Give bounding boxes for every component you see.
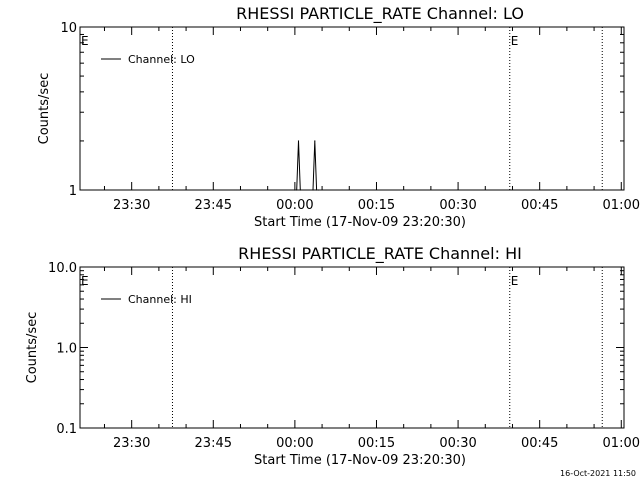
x-tick-label: 00:45 [521,198,558,213]
x-axis-label: Start Time (17-Nov-09 23:20:30) [254,215,466,230]
x-tick-label: 01:00 [603,198,640,213]
x-tick-label: 00:00 [276,436,313,451]
x-tick-label: 23:30 [113,198,150,213]
event-marker-label: E [511,274,519,288]
data-point [299,189,301,191]
data-point [317,189,320,191]
plot-frame [79,26,625,191]
series-line [294,140,319,191]
x-tick-label: 00:30 [439,436,476,451]
legend-entry: Channel: LO [128,53,195,66]
plot-frame [79,266,625,429]
chart-title: RHESSI PARTICLE_RATE Channel: HI [238,244,522,264]
event-marker-label: E [511,34,519,48]
y-tick-label: 10 [60,21,77,36]
event-marker-label: E [81,274,89,288]
y-axis-label: Counts/sec [37,73,52,145]
legend-entry: Channel: HI [128,293,192,306]
chart-title: RHESSI PARTICLE_RATE Channel: LO [236,4,524,24]
data-point [314,140,316,142]
y-tick-label: 1.0 [56,342,77,357]
x-tick-label: 00:15 [358,436,395,451]
data-point [316,189,318,191]
x-tick-label: 23:30 [113,436,150,451]
data-point [294,189,296,191]
data-point [296,189,298,191]
x-tick-label: 23:45 [195,436,232,451]
x-tick-label: 00:00 [276,198,313,213]
y-tick-label: 0.1 [56,422,77,437]
footer-timestamp: 16-Oct-2021 11:50 [560,469,636,478]
data-point [297,140,300,142]
data-point [312,189,314,191]
y-axis-label: Counts/sec [25,312,40,384]
y-tick-label: 1 [69,184,77,199]
x-tick-label: 00:30 [439,198,476,213]
x-tick-label: 23:45 [195,198,232,213]
x-tick-label: 01:00 [603,436,640,451]
x-tick-label: 00:45 [521,436,558,451]
x-tick-label: 00:15 [358,198,395,213]
x-axis-label: Start Time (17-Nov-09 23:20:30) [254,453,466,468]
event-marker-label: E [81,34,89,48]
y-tick-label: 10.0 [48,261,77,276]
